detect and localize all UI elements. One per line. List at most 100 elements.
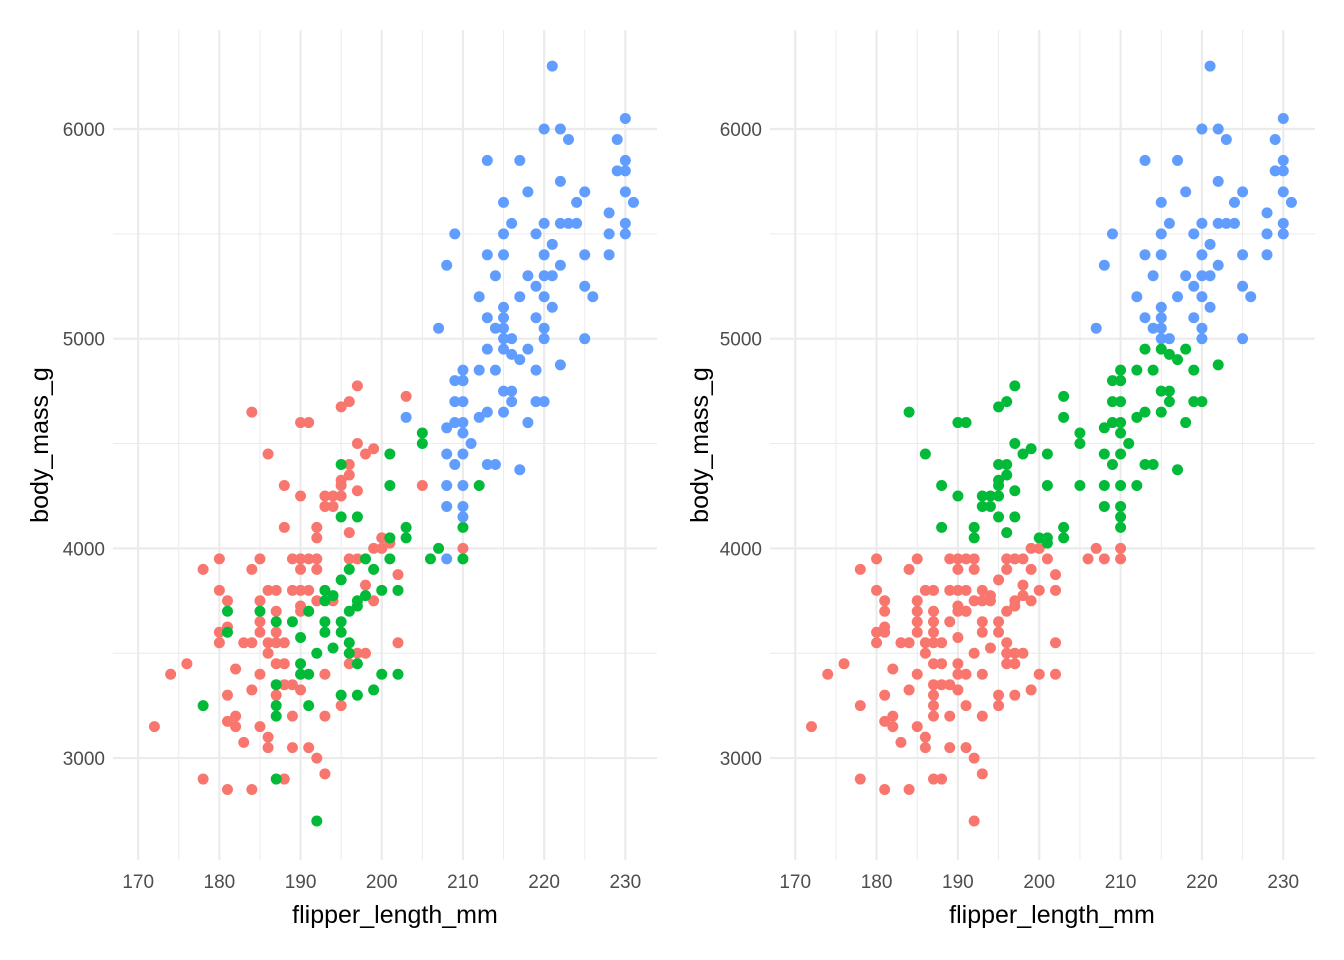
data-point [538, 396, 550, 408]
data-point [919, 448, 931, 460]
data-point [457, 375, 469, 387]
data-point [984, 500, 996, 512]
data-point [498, 322, 510, 334]
data-point [1098, 479, 1110, 491]
x-tick-label: 170 [779, 872, 811, 893]
data-point [554, 217, 566, 229]
data-point [270, 658, 282, 670]
data-point [343, 469, 355, 481]
data-point [1041, 479, 1053, 491]
data-point [571, 196, 583, 208]
data-point [384, 479, 396, 491]
data-point [498, 228, 510, 240]
data-point [879, 784, 891, 796]
data-point [1115, 396, 1127, 408]
data-point [993, 459, 1005, 471]
data-point [919, 584, 931, 596]
data-point [887, 721, 899, 733]
data-point [368, 563, 380, 575]
data-point [952, 553, 964, 565]
data-point [270, 679, 282, 691]
data-point [1147, 364, 1159, 376]
data-point [1009, 600, 1021, 612]
data-point [498, 249, 510, 261]
data-point [1090, 322, 1102, 334]
data-point [335, 401, 347, 413]
data-point [1082, 553, 1094, 565]
data-point [1139, 343, 1151, 355]
data-point [1009, 485, 1021, 497]
data-point [457, 553, 469, 565]
data-point [1050, 584, 1062, 596]
data-point [335, 689, 347, 701]
data-point [238, 637, 250, 649]
data-point [457, 417, 469, 429]
data-point [1147, 459, 1159, 471]
data-point [319, 710, 331, 722]
data-point [538, 217, 550, 229]
data-point [441, 479, 453, 491]
data-point [936, 521, 948, 533]
data-point [327, 642, 339, 654]
data-point [944, 553, 956, 565]
data-point [376, 668, 388, 680]
data-point [295, 563, 307, 575]
data-point [1188, 312, 1200, 324]
data-point [506, 348, 518, 360]
data-point [1180, 343, 1192, 355]
data-point [1188, 280, 1200, 292]
data-point [1001, 459, 1013, 471]
data-point [262, 731, 274, 743]
data-point [221, 784, 233, 796]
data-point [554, 259, 566, 271]
data-point [1041, 553, 1053, 565]
data-point [1115, 479, 1127, 491]
data-point [1025, 443, 1037, 455]
data-point [944, 584, 956, 596]
data-point [335, 626, 347, 638]
data-point [498, 385, 510, 397]
data-point [911, 616, 923, 628]
data-point [213, 637, 225, 649]
data-point [1009, 658, 1021, 670]
data-point [278, 773, 290, 785]
data-point [619, 186, 631, 198]
data-point [1033, 668, 1045, 680]
data-point [903, 406, 915, 418]
data-point [538, 270, 550, 282]
data-point [928, 605, 939, 617]
data-point [1155, 333, 1167, 345]
data-point [449, 459, 461, 471]
data-point [368, 443, 380, 455]
data-point [335, 700, 347, 712]
data-point [1245, 291, 1257, 303]
data-point [303, 417, 315, 429]
data-point [1155, 301, 1167, 313]
data-point [213, 584, 225, 596]
data-point [262, 742, 274, 754]
data-point [1196, 123, 1208, 135]
data-point [286, 679, 298, 691]
data-point [1204, 238, 1216, 250]
data-point [911, 668, 923, 680]
data-point [928, 679, 939, 691]
data-point [1277, 165, 1289, 177]
data-point [976, 616, 988, 628]
data-point [993, 626, 1005, 638]
data-point [221, 595, 233, 607]
data-point [619, 165, 631, 177]
data-point [879, 626, 891, 638]
data-point [1139, 312, 1151, 324]
data-point [1237, 249, 1249, 261]
data-point [1155, 228, 1167, 240]
data-point [1163, 385, 1175, 397]
data-point [165, 668, 177, 680]
data-point [1106, 228, 1118, 240]
data-point [993, 511, 1005, 523]
y-axis-title: body_mass_g [26, 367, 54, 523]
data-point [854, 563, 866, 575]
data-point [376, 584, 388, 596]
x-axis-title: flipper_length_mm [949, 901, 1155, 929]
data-point [351, 658, 363, 670]
data-point [579, 186, 591, 198]
